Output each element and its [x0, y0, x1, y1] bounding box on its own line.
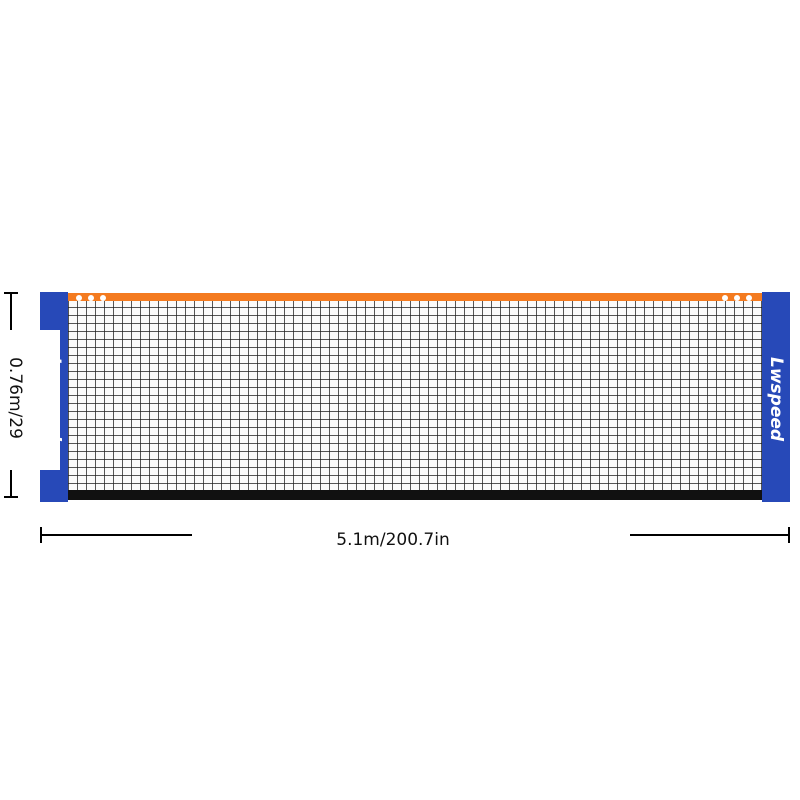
grommet-icon [88, 295, 94, 301]
grommet-icon [100, 295, 106, 301]
brand-logo: Lwspeed [766, 357, 786, 442]
height-label: 0.76m/29 [5, 357, 25, 439]
width-dimension-cap [40, 527, 42, 543]
right-post: Lwspeed [762, 292, 790, 502]
width-dimension-line-left [40, 534, 192, 536]
grommet-icon [722, 295, 728, 301]
grommet-icon [746, 295, 752, 301]
height-dimension-cap [4, 496, 18, 498]
grommet-icon [76, 295, 82, 301]
net-mesh [68, 293, 762, 500]
grommet-icon [734, 295, 740, 301]
height-dimension-cap [4, 292, 18, 294]
net-top-band [68, 293, 762, 301]
width-dimension-cap [788, 527, 790, 543]
width-dimension-line-right [630, 534, 790, 536]
height-label-bg [0, 330, 60, 470]
width-label: 5.1m/200.7in [336, 530, 450, 550]
net-bottom-band [68, 490, 762, 500]
